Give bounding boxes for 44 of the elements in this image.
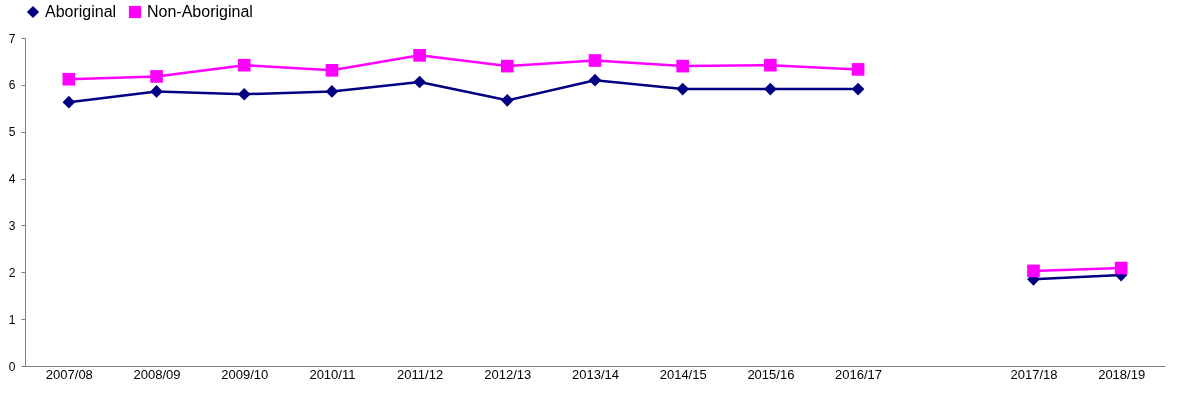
y-tick-label: 6 xyxy=(8,78,16,93)
x-tick-label: 2009/10 xyxy=(221,366,269,382)
point xyxy=(413,49,426,62)
point xyxy=(676,82,690,96)
point xyxy=(237,58,251,72)
point xyxy=(851,82,865,96)
y-tick-label: 2 xyxy=(8,265,16,280)
x-tick-label: 2007/08 xyxy=(45,366,93,382)
point xyxy=(62,95,76,109)
x-tick-label: 2008/09 xyxy=(133,366,181,382)
x-tick-label: 2012/13 xyxy=(484,366,532,382)
y-tick-label: 1 xyxy=(8,312,16,327)
point xyxy=(764,82,777,96)
x-tick-label: 2014/15 xyxy=(659,366,707,382)
point xyxy=(150,85,163,98)
point xyxy=(1114,261,1128,275)
point xyxy=(588,73,602,87)
y-tick-label: 4 xyxy=(8,172,16,187)
point xyxy=(500,93,514,107)
point xyxy=(325,85,339,98)
x-tick-label: 2015/16 xyxy=(747,366,795,382)
point xyxy=(500,59,514,73)
point xyxy=(62,72,76,86)
y-tick-label: 7 xyxy=(8,31,16,46)
legend-label: Non-Aboriginal xyxy=(147,3,253,20)
point xyxy=(588,54,602,67)
x-tick-label: 2011/12 xyxy=(397,366,444,382)
x-tick-label: 2018/19 xyxy=(1098,366,1146,382)
y-tick-label: 5 xyxy=(8,125,16,140)
legend-label: Aboriginal xyxy=(45,3,117,20)
point xyxy=(676,59,690,73)
y-tick-label: 3 xyxy=(8,218,16,233)
x-tick-label: 2010/11 xyxy=(309,366,356,382)
point xyxy=(1027,264,1040,278)
point xyxy=(764,58,777,72)
point xyxy=(237,87,251,101)
x-tick-label: 2017/18 xyxy=(1010,366,1058,382)
point xyxy=(150,70,163,83)
x-tick-label: 2016/17 xyxy=(835,366,883,382)
x-tick-label: 2013/14 xyxy=(572,366,619,382)
point xyxy=(851,63,865,76)
point xyxy=(413,75,426,89)
point xyxy=(325,64,339,77)
y-tick-label: 0 xyxy=(8,359,16,374)
